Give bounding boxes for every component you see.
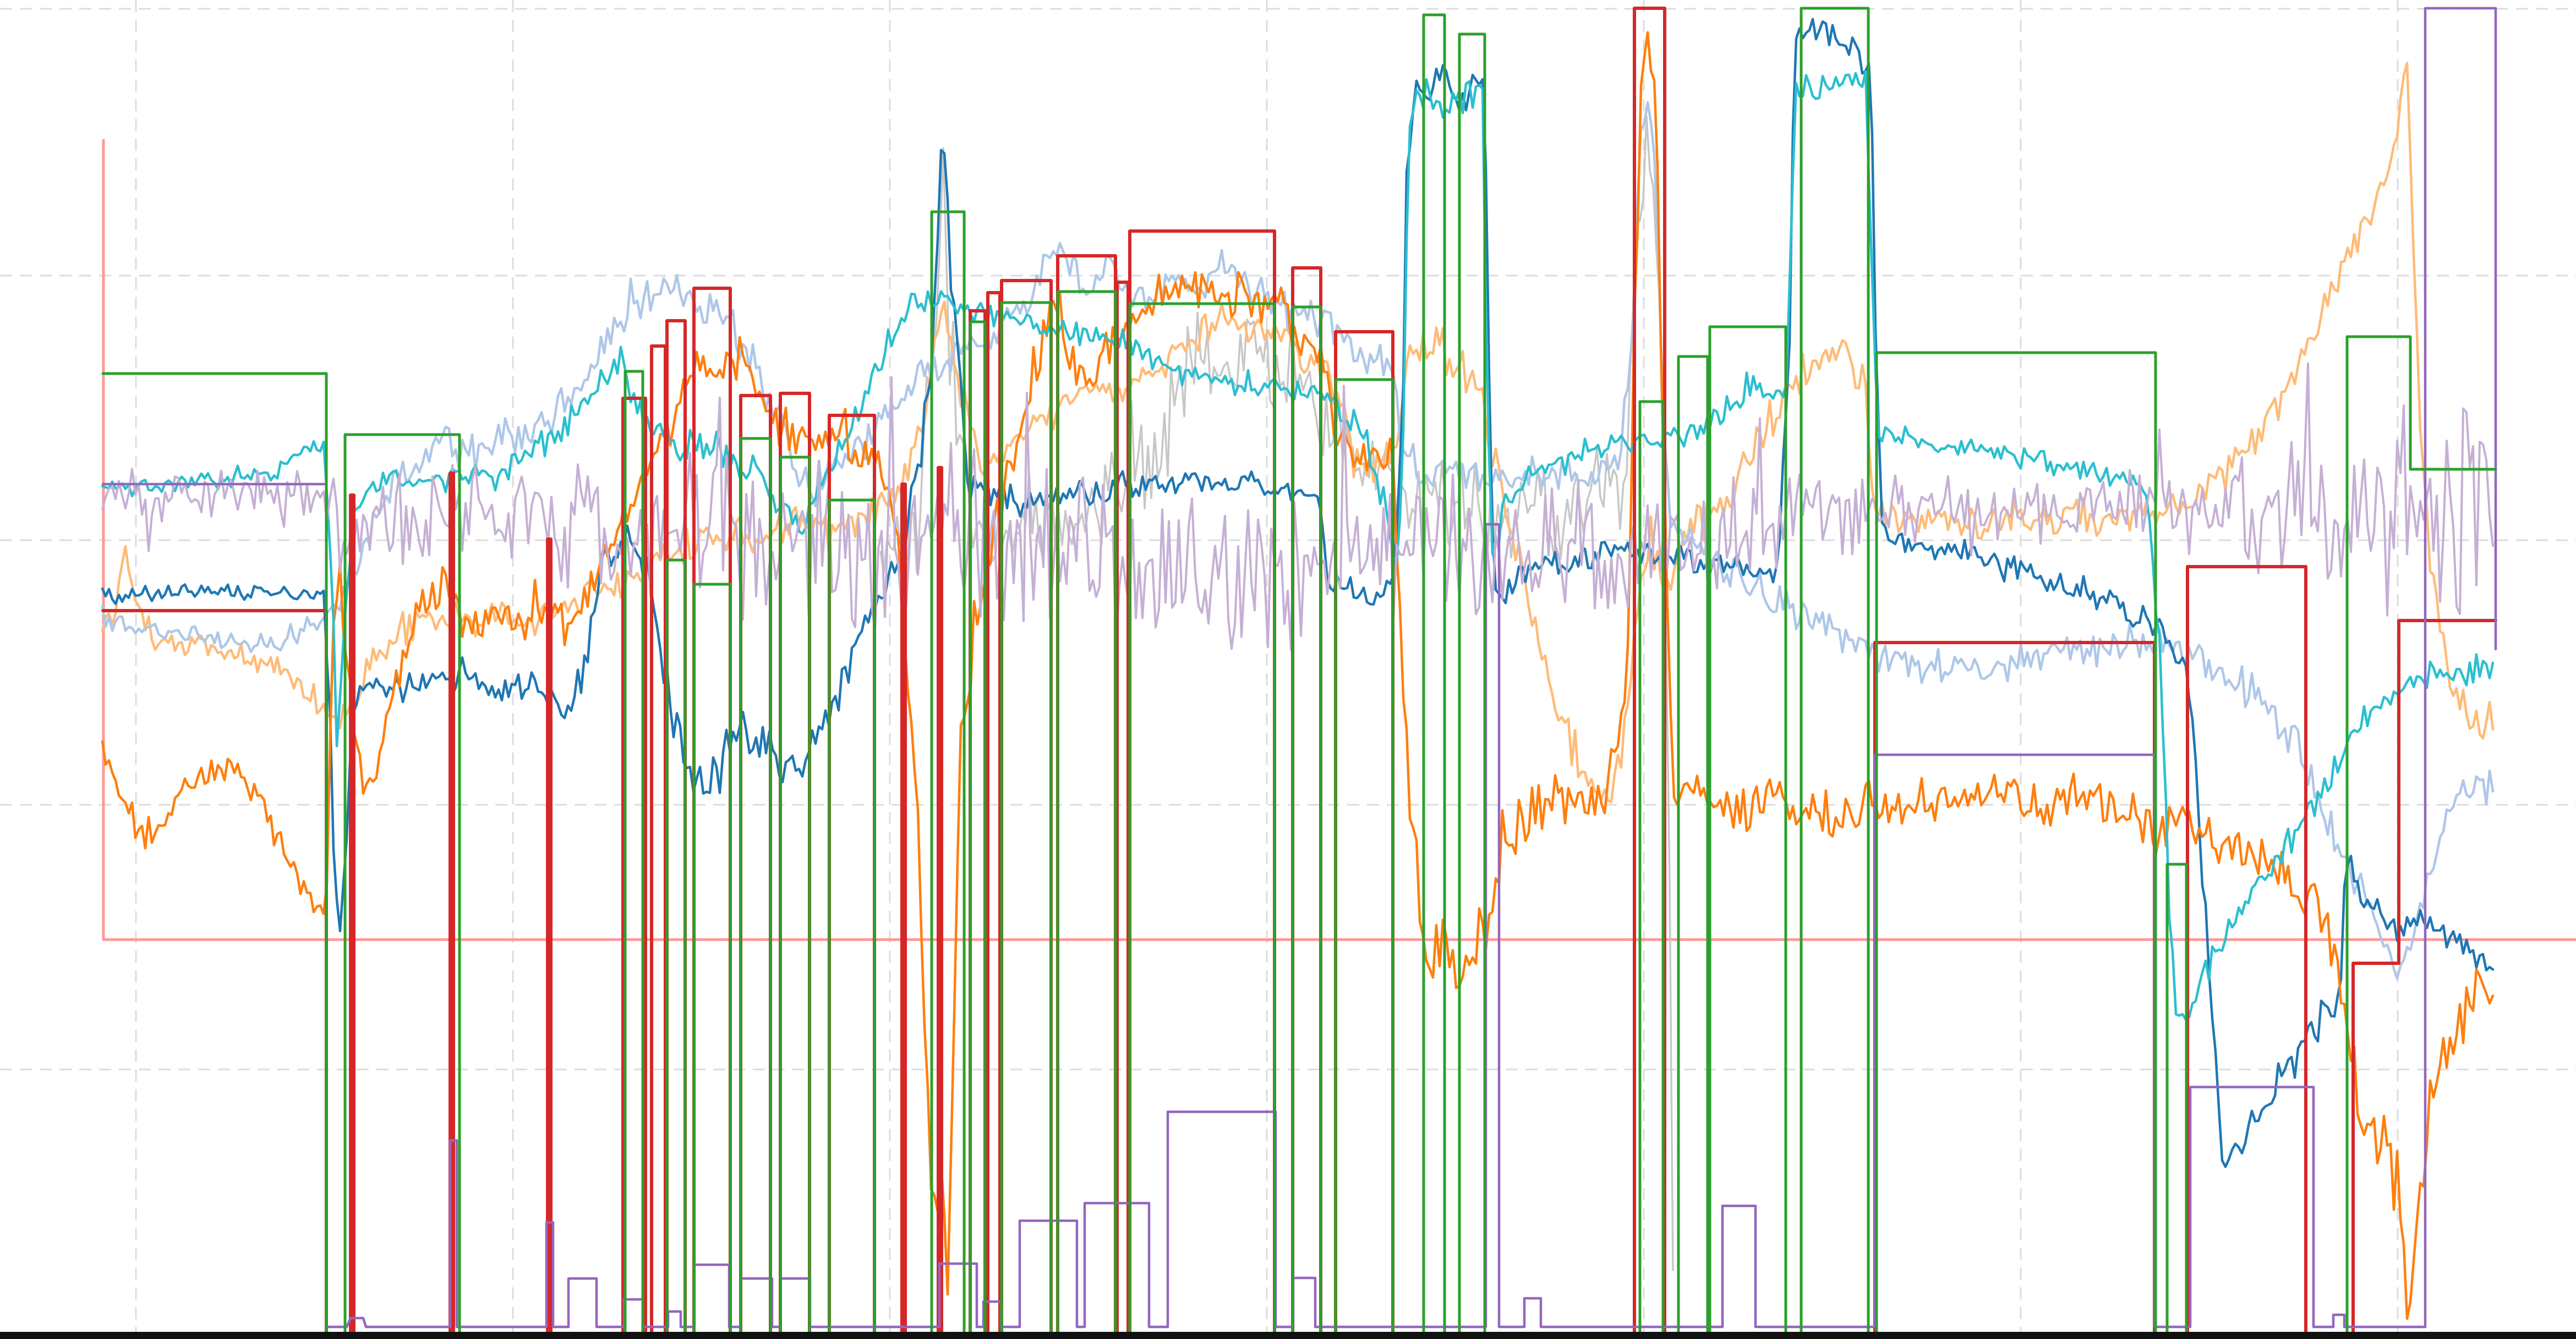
series-orange-noisy: [101, 31, 2495, 1320]
bottom-spine: [0, 1332, 2576, 1339]
series-sandy-noisy: [101, 62, 2495, 803]
series-red-step: [101, 7, 2497, 1339]
series-lavender-noisy: [101, 362, 2494, 651]
series-cyan-noisy: [101, 70, 2495, 1021]
series-lightblue-noisy: [101, 101, 2495, 980]
series-steelblue-noisy: [101, 18, 2495, 1168]
series-green-step: [101, 7, 2497, 1338]
series-purple-step: [101, 7, 2497, 1329]
series-salmon-reference-step: [102, 139, 2576, 941]
